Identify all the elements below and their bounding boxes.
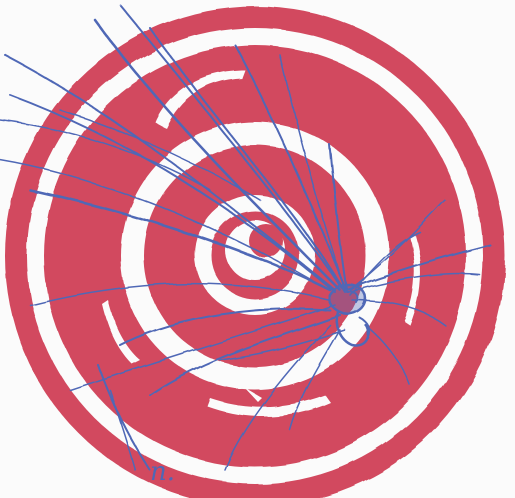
highlight-right: [404, 235, 421, 325]
ink-line-9: [279, 54, 346, 291]
blue-ink-sketch: [0, 4, 491, 471]
ink-line-11: [0, 119, 211, 191]
ink-line-7: [149, 27, 346, 293]
highlight-tick: [245, 388, 262, 402]
ink-line-3: [28, 188, 332, 292]
ink-line-26: [97, 364, 151, 471]
ink-line-22: [69, 304, 336, 391]
ink-line-4: [0, 159, 326, 289]
ink-line-10: [329, 144, 348, 293]
insect-mandible: [359, 317, 371, 339]
highlight-bottom: [207, 395, 330, 417]
ink-line-27: [109, 389, 136, 471]
ink-line-25: [224, 324, 331, 471]
ink-line-12: [59, 109, 261, 201]
ink-line-23: [219, 329, 346, 361]
highlight-top: [155, 70, 245, 128]
ink-line-24: [289, 329, 341, 431]
insect-head: [327, 283, 367, 315]
ink-line-19: [119, 307, 331, 346]
insect-eye: [347, 290, 359, 303]
handwritten-annotation: n.: [150, 457, 175, 487]
ink-line-13: [344, 244, 491, 291]
ink-line-14: [347, 273, 481, 293]
ink-line-18: [364, 324, 411, 386]
ink-line-6: [119, 4, 343, 289]
paint-highlights: [102, 70, 421, 417]
highlight-left: [102, 300, 140, 364]
ink-line-21: [29, 283, 331, 306]
target-rings: [5, 6, 505, 498]
ink-line-2: [9, 94, 336, 293]
ink-line-5: [93, 18, 342, 292]
ink-line-20: [149, 314, 341, 396]
ink-line-1: [4, 54, 336, 291]
ink-line-8: [234, 44, 346, 289]
ink-line-16: [349, 231, 421, 296]
insect-body: [335, 310, 370, 347]
annotation-text: n.: [150, 457, 175, 487]
